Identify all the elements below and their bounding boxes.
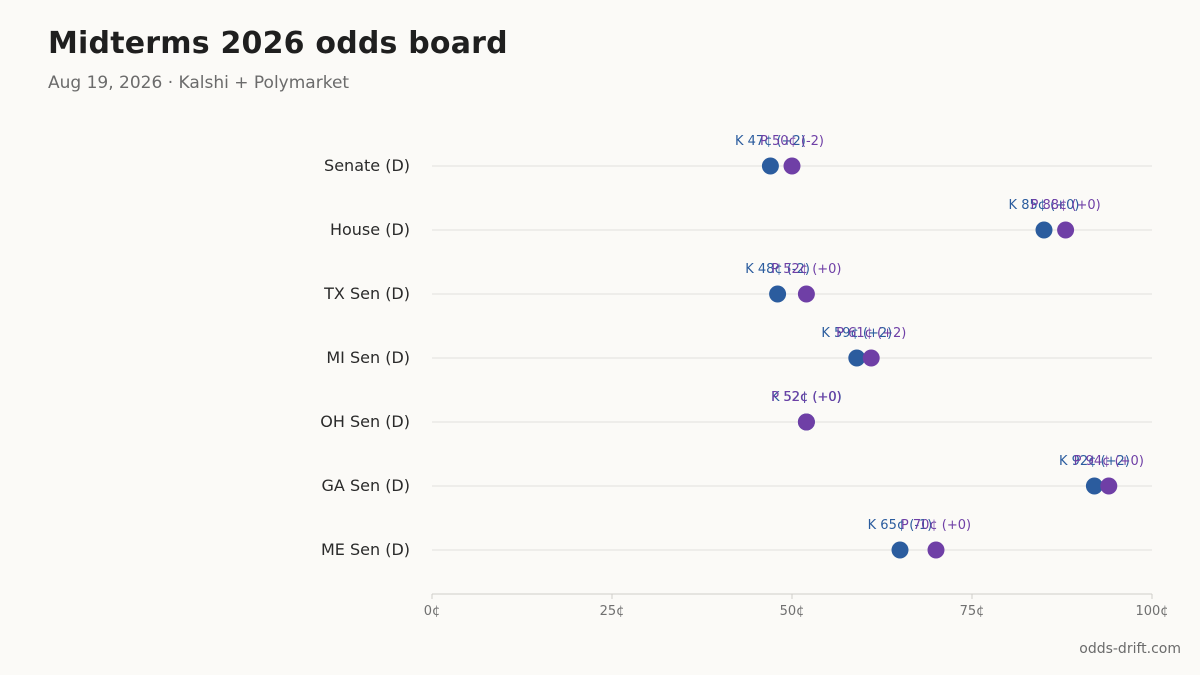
data-label-p: P 61¢ (+2) (836, 326, 906, 341)
data-point-p (862, 349, 880, 367)
data-label-k: K 47¢ (+2) (735, 134, 806, 149)
data-labels: K 47¢ (+2) K 85¢ (+0) K 48¢ (-2) K 59¢ (+2)… (735, 134, 1144, 533)
data-point-p (1100, 477, 1118, 495)
chart-title: Midterms 2026 odds board (48, 26, 508, 61)
data-point-k (891, 541, 909, 559)
x-tick-label: 25¢ (600, 604, 625, 619)
row-label: GA Sen (D) (322, 476, 410, 495)
data-point-p (783, 157, 801, 175)
row-label: ME Sen (D) (321, 540, 410, 559)
data-point-k (1085, 477, 1103, 495)
data-point-p (927, 541, 945, 559)
data-label-p: P 52¢ (+0) (771, 390, 841, 405)
x-tick-label: 50¢ (780, 604, 805, 619)
data-point-p (1057, 221, 1075, 239)
data-points (761, 157, 1118, 559)
data-label-k: K 85¢ (+0) (1009, 198, 1080, 213)
data-label-p: P 50¢ (-2) (760, 134, 824, 149)
data-label-p: P 88¢ (+0) (1030, 198, 1100, 213)
data-point-k (761, 157, 779, 175)
data-label-p: P 94¢ (+0) (1074, 454, 1144, 469)
data-point-p (797, 285, 815, 303)
row-label: Senate (D) (324, 156, 410, 175)
data-point-p (797, 413, 815, 431)
source-credit: odds-drift.com (1079, 641, 1181, 657)
data-point-k (848, 349, 866, 367)
data-label-p: P 52¢ (+0) (771, 262, 841, 277)
data-point-k (1035, 221, 1053, 239)
x-tick-label: 100¢ (1135, 604, 1168, 619)
data-label-p: P 70¢ (+0) (901, 518, 971, 533)
chart-subtitle: Aug 19, 2026 · Kalshi + Polymarket (48, 73, 350, 93)
row-label: MI Sen (D) (326, 348, 410, 367)
x-tick-label: 75¢ (960, 604, 985, 619)
row-label: OH Sen (D) (320, 412, 410, 431)
row-label: House (D) (330, 220, 410, 239)
data-label-k: K 59¢ (+2) (821, 326, 892, 341)
data-point-k (769, 285, 787, 303)
data-label-k: K 92¢ (+2) (1059, 454, 1130, 469)
row-label: TX Sen (D) (323, 284, 410, 303)
data-label-k: K 65¢ (-1) (868, 518, 933, 533)
row-labels: Senate (D) House (D) TX Sen (D) MI Sen (D) O… (320, 156, 410, 559)
data-label-k: K 48¢ (-2) (745, 262, 810, 277)
x-axis: 0¢ 25¢ 50¢ 75¢ 100¢ (424, 593, 1169, 619)
x-tick-label: 0¢ (424, 604, 441, 619)
data-label-k: K 52¢ (+0) (771, 390, 842, 405)
